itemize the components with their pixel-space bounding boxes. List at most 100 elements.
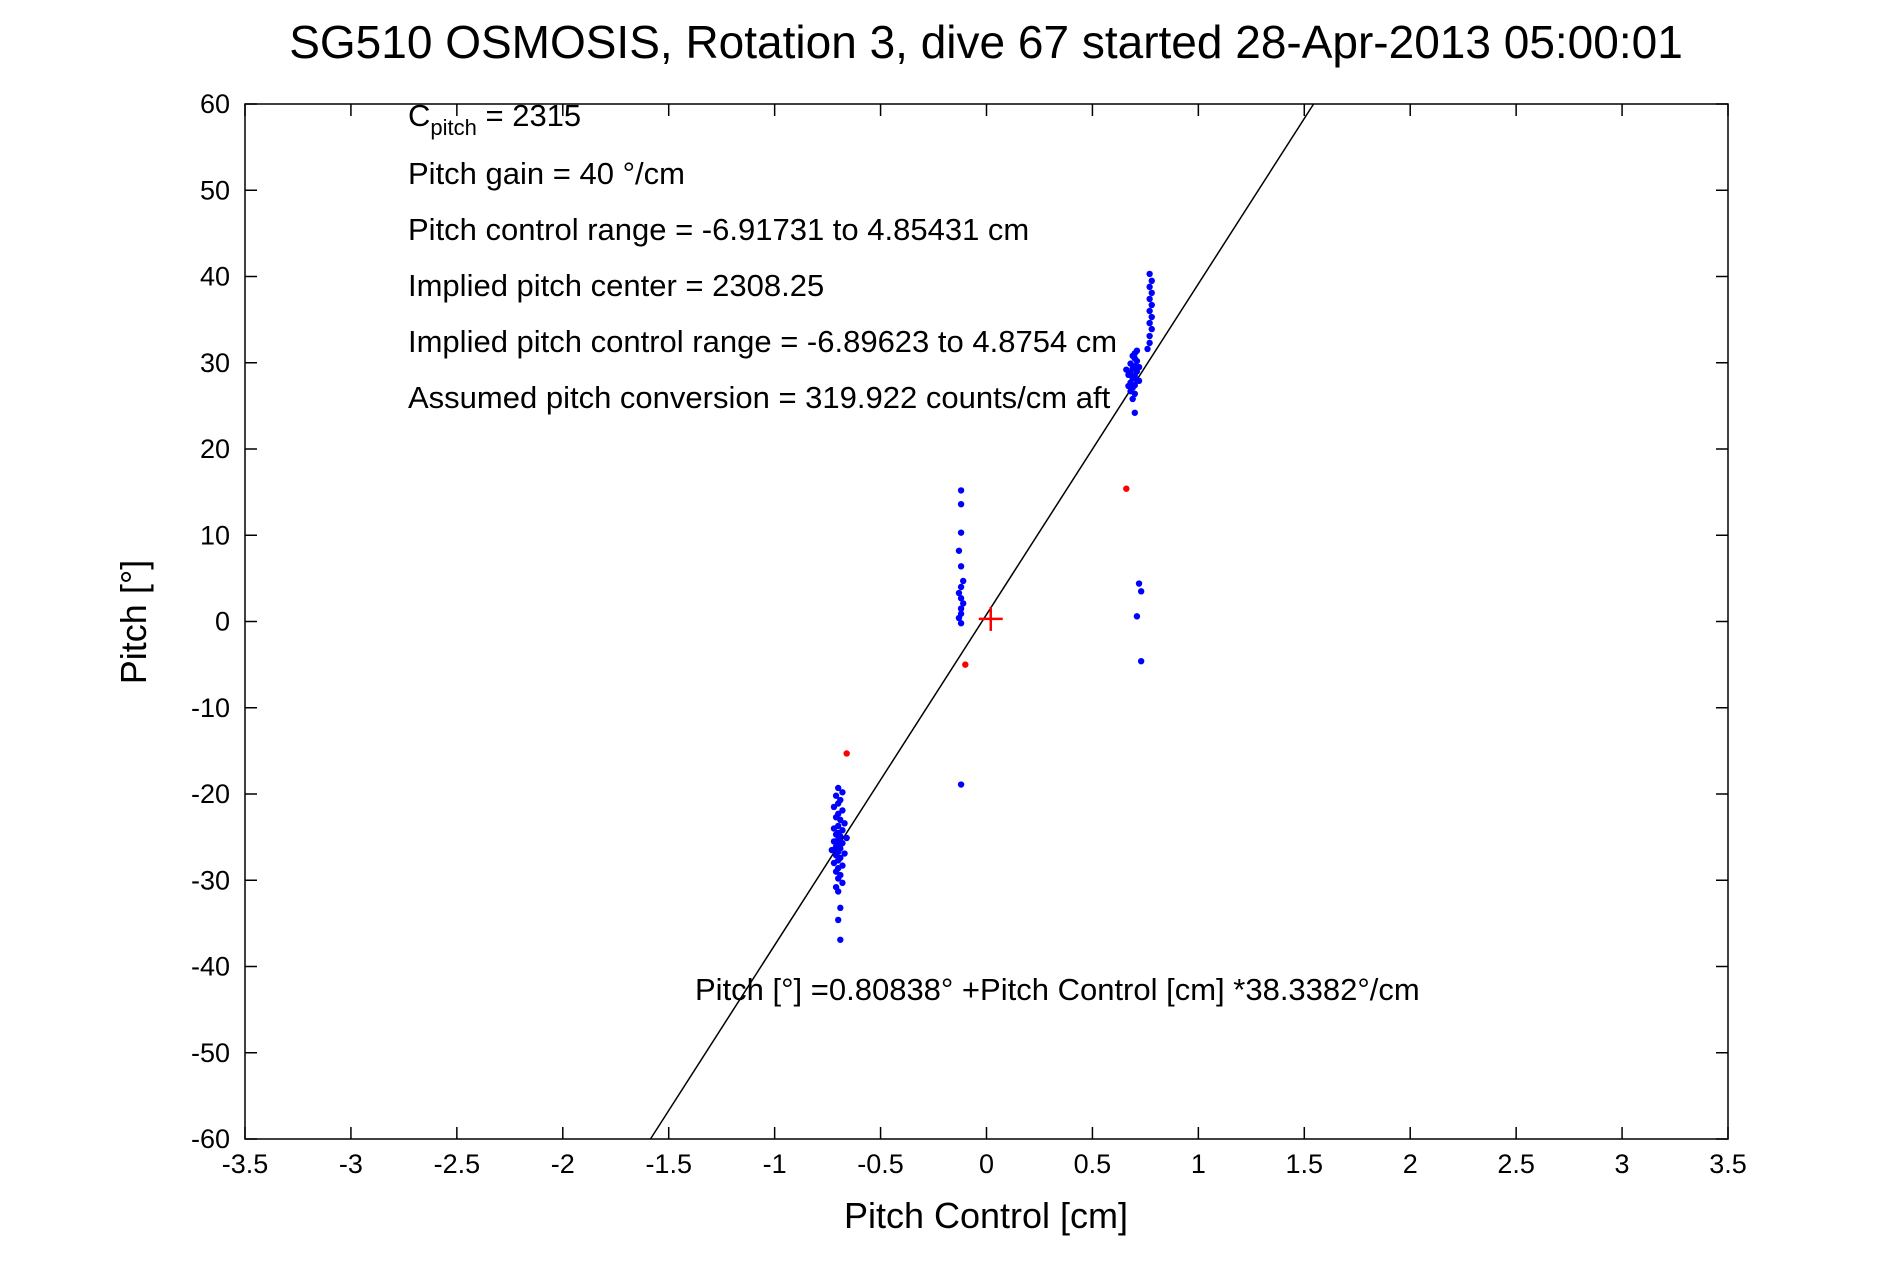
data-point xyxy=(957,583,965,591)
data-point xyxy=(835,800,842,807)
data-point xyxy=(957,487,965,494)
data-point xyxy=(1133,613,1141,620)
x-tick-label: 3 xyxy=(1615,1149,1630,1179)
cpitch-base: C xyxy=(408,98,430,133)
data-point xyxy=(843,834,850,842)
data-point xyxy=(1123,485,1130,492)
data-point xyxy=(830,825,838,832)
data-point xyxy=(957,501,965,508)
data-point xyxy=(1131,409,1139,416)
data-point xyxy=(1137,657,1145,665)
data-point xyxy=(835,784,842,792)
data-point xyxy=(835,916,842,924)
x-tick-label: -0.5 xyxy=(857,1149,904,1179)
data-point xyxy=(955,547,963,554)
data-point xyxy=(841,820,848,827)
data-point xyxy=(959,577,967,585)
data-point xyxy=(839,879,846,887)
data-point xyxy=(1129,395,1136,403)
data-point xyxy=(1146,307,1153,315)
annotation-implied-pitch-control-range: Implied pitch control range = -6.89623 t… xyxy=(408,324,1117,359)
y-tick-label: -40 xyxy=(191,952,230,982)
annotation-pitch-control-range: Pitch control range = -6.91731 to 4.8543… xyxy=(408,212,1029,247)
y-tick-label: -20 xyxy=(191,779,230,809)
data-point xyxy=(837,816,844,824)
data-point xyxy=(1148,301,1155,309)
y-tick-label: 40 xyxy=(200,262,230,292)
data-point xyxy=(957,605,965,612)
data-point xyxy=(1137,588,1145,595)
data-point xyxy=(1144,345,1151,353)
x-tick-label: -1.5 xyxy=(645,1149,692,1179)
x-tick-label: 0.5 xyxy=(1074,1149,1112,1179)
data-point xyxy=(1146,270,1153,278)
cpitch-subscript: pitch xyxy=(430,115,476,140)
x-axis-label: Pitch Control [cm] xyxy=(844,1195,1128,1236)
chart-title: SG510 OSMOSIS, Rotation 3, dive 67 start… xyxy=(289,16,1683,68)
x-tick-label: 3.5 xyxy=(1709,1149,1747,1179)
data-point xyxy=(837,936,844,943)
plot-area: -3.5 -3 -2.5 -2 -1.5 -1 -0.5 0 0.5 1 1.5 2 2.5 3 3.5 -6… xyxy=(191,89,1747,1179)
data-point xyxy=(839,789,846,796)
x-tick-label: -2.5 xyxy=(434,1149,481,1179)
data-point xyxy=(957,563,965,570)
data-point xyxy=(957,620,965,627)
x-tick-label: -3.5 xyxy=(222,1149,269,1179)
data-point xyxy=(1131,390,1139,397)
x-tick-label: -2 xyxy=(551,1149,575,1179)
data-point xyxy=(1146,332,1153,340)
x-tick-label: -3 xyxy=(339,1149,363,1179)
data-point xyxy=(1148,289,1155,297)
y-tick-label: 50 xyxy=(200,175,230,205)
fit-line xyxy=(649,103,1315,1140)
axes-box xyxy=(244,103,1729,1140)
data-point xyxy=(832,868,840,875)
data-point xyxy=(957,781,965,788)
fit-equation-label: Pitch [°] =0.80838° +Pitch Control [cm] … xyxy=(695,972,1420,1007)
data-point xyxy=(955,614,963,622)
x-tick-label: -1 xyxy=(763,1149,787,1179)
data-point xyxy=(1146,295,1153,303)
data-point xyxy=(1146,339,1153,347)
data-point xyxy=(1135,377,1143,385)
y-tick-label: 20 xyxy=(200,434,230,464)
data-point xyxy=(1146,319,1153,327)
annotation-assumed-pitch-conversion: Assumed pitch conversion = 319.922 count… xyxy=(408,380,1111,415)
x-tick-label: 1 xyxy=(1191,1149,1206,1179)
y-tick-label: 60 xyxy=(200,89,230,119)
data-point xyxy=(835,888,842,895)
data-point xyxy=(835,875,842,882)
data-point xyxy=(832,792,840,799)
x-tick-label: 2 xyxy=(1403,1149,1418,1179)
cpitch-value: = 2315 xyxy=(477,98,581,133)
data-point xyxy=(959,600,967,607)
x-tick-label: 0 xyxy=(979,1149,994,1179)
data-point xyxy=(830,803,838,811)
y-tick-label: -60 xyxy=(191,1124,230,1154)
y-tick-label: -10 xyxy=(191,693,230,723)
y-tick-label: -30 xyxy=(191,865,230,895)
y-tick-label: 0 xyxy=(215,607,230,637)
x-tick-label: 1.5 xyxy=(1286,1149,1324,1179)
annotation-pitch-gain: Pitch gain = 40 °/cm xyxy=(408,156,685,191)
data-point xyxy=(830,838,838,845)
y-tick-label: 10 xyxy=(200,520,230,550)
data-point xyxy=(1146,283,1153,291)
data-point xyxy=(1133,347,1141,354)
data-point xyxy=(828,846,836,854)
data-point xyxy=(1135,363,1143,371)
x-tick-label: 2.5 xyxy=(1497,1149,1535,1179)
data-point xyxy=(1148,313,1155,321)
data-point xyxy=(1125,371,1132,379)
y-axis-label: Pitch [°] xyxy=(113,560,154,684)
data-point xyxy=(830,859,838,867)
data-point xyxy=(837,904,844,912)
data-point xyxy=(841,850,848,857)
data-point xyxy=(1125,382,1132,390)
data-point xyxy=(957,529,965,536)
annotation-cpitch: Cpitch = 2315 xyxy=(408,98,581,140)
data-point xyxy=(843,750,850,757)
data-point xyxy=(1148,325,1155,333)
